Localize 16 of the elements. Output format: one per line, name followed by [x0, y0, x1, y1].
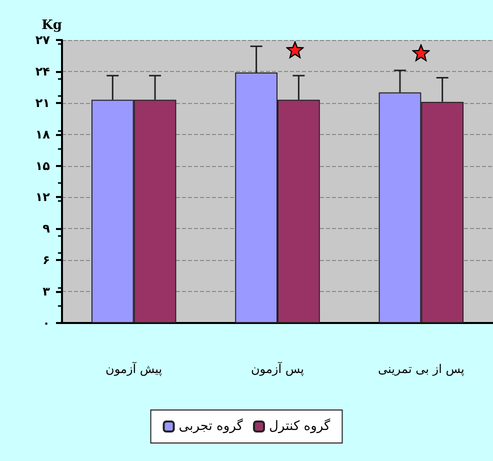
y-tick-label: ۰	[42, 316, 50, 330]
legend-label: گروه تجربی	[178, 418, 244, 434]
y-tick-label: ۲۱	[35, 96, 50, 110]
y-tick-label: ۳	[42, 284, 51, 299]
y-axis-title: Kg	[42, 18, 62, 33]
x-tick-label: پیش آزمون	[106, 361, 162, 376]
y-tick-label: ۶	[42, 253, 50, 268]
y-tick-label: ۲۷	[35, 33, 51, 47]
y-tick-label: ۱۲	[35, 190, 51, 204]
y-tick-label: ۹	[42, 222, 51, 236]
x-tick-label: پس از بی تمرینی	[378, 362, 464, 376]
y-tick-label: ۲۴	[35, 64, 50, 78]
x-tick-label: پس آزمون	[250, 361, 304, 376]
y-tick-label: ۱۵	[35, 158, 50, 173]
legend-label: گروه کنترل	[268, 418, 332, 434]
y-tick-label: ۱۸	[35, 127, 51, 142]
